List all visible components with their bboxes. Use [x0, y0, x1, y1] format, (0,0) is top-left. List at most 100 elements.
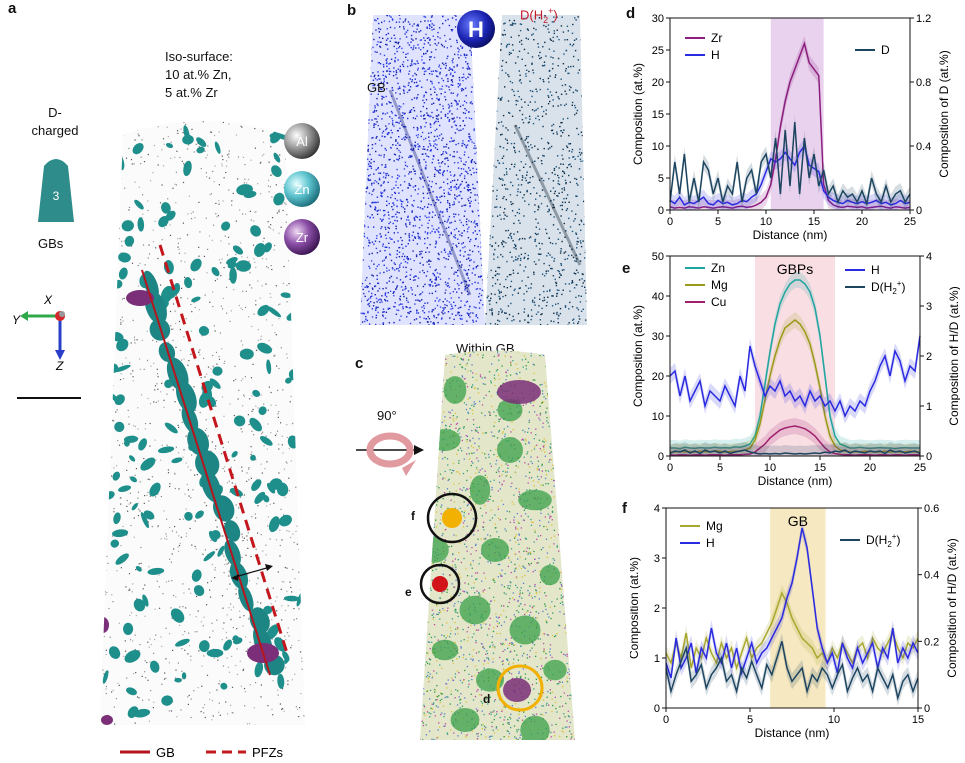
y-tick-label: 15: [652, 109, 664, 121]
y-tick-label: 4: [654, 503, 660, 515]
y-right-axis-label: Composition of H/D (at.%): [945, 538, 959, 677]
axis-x-label: X: [43, 293, 53, 307]
y-tick-label: 3: [654, 553, 660, 565]
axis-z-label: Z: [55, 359, 64, 370]
x-axis-label: Distance (nm): [753, 228, 828, 242]
y-tick-label: 20: [652, 77, 664, 89]
legend-label: Mg: [711, 278, 728, 292]
y-right-axis-label: Composition of H/D (at.%): [947, 286, 960, 425]
h-badge-text: H: [468, 17, 484, 42]
x-tick-label: 0: [667, 462, 673, 474]
marker-f-label: f: [411, 509, 415, 523]
y-right-tick-label: 1.2: [916, 13, 931, 25]
sample-tip-icon: 3: [38, 159, 74, 222]
legend-label: D(H2+): [871, 279, 905, 296]
rotation-label: 90°: [377, 408, 397, 423]
y-tick-label: 1: [654, 653, 660, 665]
y-tick-label: 5: [658, 173, 664, 185]
x-tick-label: 10: [764, 462, 776, 474]
highlight-label: GBPs: [777, 261, 814, 277]
panel-b-label: b: [347, 2, 357, 19]
apt-reconstruction-a: [100, 121, 305, 725]
y-right-tick-label: 0.4: [924, 570, 939, 582]
y-tick-label: 10: [652, 141, 664, 153]
h-badge-icon: H: [457, 10, 495, 48]
marker-e-label: e: [405, 585, 412, 599]
x-tick-label: 5: [715, 216, 721, 228]
series-band: [666, 633, 918, 706]
legend-label: D(H2+): [866, 532, 900, 549]
y-right-axis-label: Composition of D (at.%): [937, 50, 951, 177]
panel-f-label: f: [622, 500, 627, 517]
y-tick-label: 0: [654, 703, 660, 715]
legend-pfz-label: PFZs: [252, 745, 284, 760]
x-tick-label: 10: [760, 216, 772, 228]
x-tick-label: 15: [814, 462, 826, 474]
atom-zr-label: Zr: [296, 230, 309, 245]
series-line-mg: [665, 591, 919, 671]
y-tick-label: 10: [652, 411, 664, 423]
sample-number: 3: [53, 189, 60, 203]
series-line-d: [669, 121, 911, 207]
legend-label: H: [706, 536, 715, 550]
legend-label: H: [711, 48, 720, 62]
series-band: [670, 114, 910, 210]
y-tick-label: 30: [652, 13, 664, 25]
d-map-label: D(H2+): [520, 6, 558, 25]
atom-zn-label: Zn: [294, 182, 309, 197]
series-line-h: [669, 335, 921, 418]
y-axis-label: Composition (at.%): [631, 305, 645, 407]
x-tick-label: 5: [747, 714, 753, 726]
y-tick-label: 50: [652, 251, 664, 263]
legend-label: Mg: [706, 519, 723, 533]
x-tick-label: 15: [808, 216, 820, 228]
gb-precipitates: [421, 376, 567, 740]
marker-e-ring: [419, 563, 461, 605]
series-line-h: [669, 144, 911, 206]
y-right-tick-label: 0.6: [924, 503, 939, 515]
y-tick-label: 30: [652, 331, 664, 343]
x-axis-label: Distance (nm): [758, 474, 833, 488]
y-tick-label: 0: [658, 205, 664, 217]
y-right-tick-label: 0: [916, 205, 922, 217]
charge-bottom: charged: [31, 123, 79, 138]
highlight-label: GB: [788, 513, 808, 529]
series-line-h: [665, 527, 919, 679]
x-axis-label: Distance (nm): [755, 726, 830, 740]
apt-maps-b: [360, 15, 587, 325]
marker-f-dot: [442, 508, 462, 528]
atom-legend: Al Zn Zr: [282, 121, 322, 266]
isosurface-caption: Iso-surface: 10 at.% Zn, 5 at.% Zr: [165, 48, 233, 102]
legend-label: Cu: [711, 295, 726, 309]
y-tick-label: 0: [658, 451, 664, 463]
series-line-zr: [669, 41, 911, 209]
legend-label: Zr: [711, 31, 722, 45]
y-tick-label: 2: [654, 603, 660, 615]
highlight-band: [755, 256, 835, 456]
series-line-zn: [670, 279, 920, 450]
charge-top: D-: [48, 105, 62, 120]
y-axis-label: Composition (at.%): [631, 63, 645, 165]
panel-a-label: a: [8, 0, 17, 17]
x-tick-label: 20: [864, 462, 876, 474]
x-tick-label: 25: [914, 462, 926, 474]
marker-e-dot: [432, 576, 448, 592]
marker-f-ring: [426, 492, 478, 544]
iso-title: Iso-surface:: [165, 49, 233, 64]
legend-gb-label: GB: [156, 745, 175, 760]
gb-pfz-legend: GB PFZs: [120, 745, 284, 760]
iso-zn: 10 at.% Zn,: [165, 67, 232, 82]
y-tick-label: 20: [652, 371, 664, 383]
atom-al-label: Al: [296, 134, 308, 149]
y-right-tick-label: 3: [926, 301, 932, 313]
x-tick-label: 25: [904, 216, 916, 228]
series-line-dh2: [665, 641, 919, 701]
marker-d-label: d: [483, 692, 491, 706]
iso-zr: 5 at.% Zr: [165, 85, 218, 100]
atom-spheres-icon: Al Zn Zr: [284, 123, 320, 255]
axis-y-label: Y: [12, 313, 21, 327]
x-tick-label: 5: [717, 462, 723, 474]
series-line-cu: [669, 425, 920, 456]
